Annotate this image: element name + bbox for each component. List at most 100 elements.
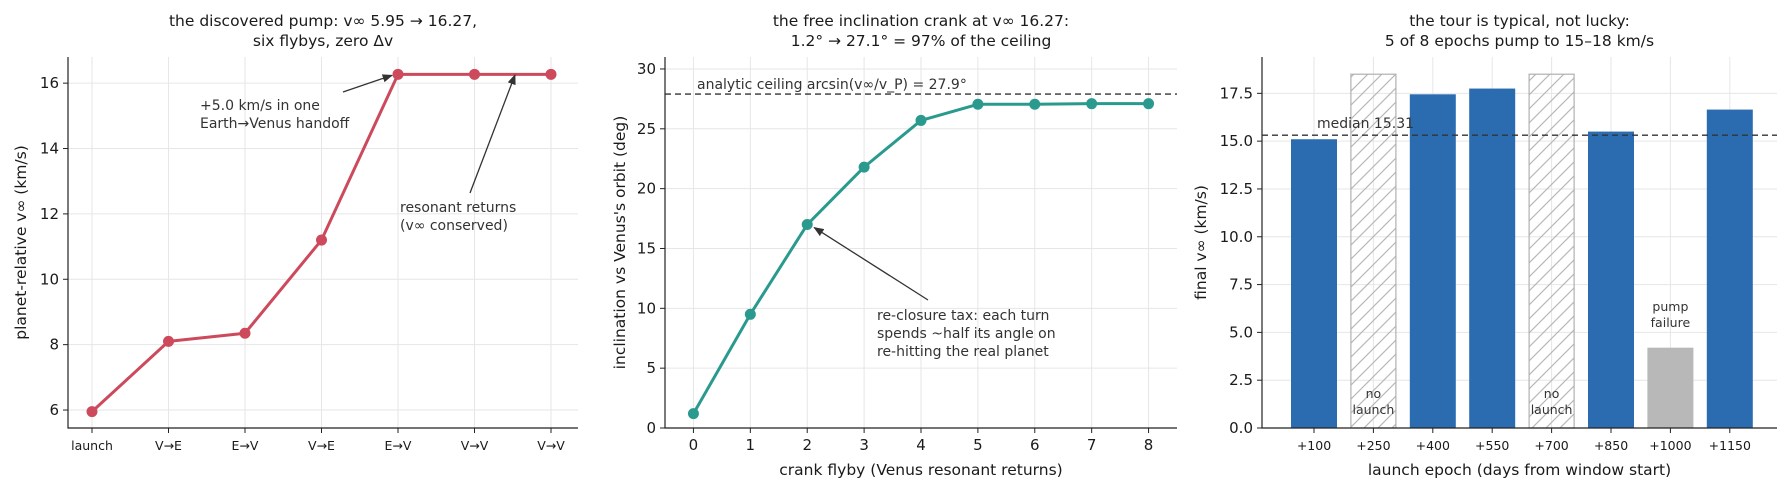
x-tick-label: +700 xyxy=(1534,438,1568,453)
x-tick-label: +400 xyxy=(1416,438,1450,453)
ceiling-label: analytic ceiling arcsin(v∞/v_P) = 27.9° xyxy=(697,77,967,93)
annotation-resonant-line-0: resonant returns xyxy=(400,200,516,216)
chart-title-line-0: the tour is typical, not lucky: xyxy=(1409,12,1630,30)
median-label: median 15.31 xyxy=(1317,116,1414,132)
x-tick-label: 5 xyxy=(973,436,983,454)
data-point xyxy=(239,327,251,339)
chart-title-line-1: 5 of 8 epochs pump to 15–18 km/s xyxy=(1385,32,1654,50)
y-tick-label: 15.0 xyxy=(1220,132,1253,150)
y-tick-label: 12 xyxy=(40,205,59,223)
data-point xyxy=(86,406,98,418)
bar-no-launch xyxy=(1528,73,1575,429)
annotation-reclosure-line-1: spends ~half its angle on xyxy=(877,326,1056,342)
bar-label: failure xyxy=(1651,315,1691,330)
bar xyxy=(1706,109,1753,428)
x-tick-label: +100 xyxy=(1297,438,1331,453)
data-point xyxy=(1086,98,1098,110)
annotation-handoff-line-0: +5.0 km/s in one xyxy=(200,98,320,114)
panel-crank: 0 5 10 15 20 25 30 0 1 2 3 4 5 6 7 8 analytic ceiling ar… xyxy=(611,12,1177,479)
data-point xyxy=(744,308,756,320)
annotation-arrow xyxy=(469,74,516,194)
data-point xyxy=(392,68,404,80)
y-tick-label: 14 xyxy=(40,140,59,158)
data-point xyxy=(469,68,480,80)
y-tick-label: 16 xyxy=(40,74,59,92)
x-tick-label: E→V xyxy=(232,438,259,453)
axes-spines xyxy=(67,57,578,429)
y-tick-label: 8 xyxy=(49,336,59,354)
annotation-handoff-line-1: Earth→Venus handoff xyxy=(200,116,350,132)
y-tick-label: 20 xyxy=(637,180,656,198)
y-axis-label: final v∞ (km/s) xyxy=(1192,185,1210,300)
x-tick-label: 0 xyxy=(689,436,699,454)
annotation-arrow xyxy=(342,74,393,93)
data-point xyxy=(972,98,984,110)
bar xyxy=(1291,139,1337,428)
x-tick-label: launch xyxy=(71,438,113,453)
chart-title-line-1: 1.2° → 27.1° = 97% of the ceiling xyxy=(791,32,1052,50)
y-tick-label: 10 xyxy=(40,270,59,288)
y-tick-label: 0.0 xyxy=(1229,419,1253,437)
y-tick-label: 12.5 xyxy=(1220,180,1253,198)
bar xyxy=(1409,94,1456,429)
x-tick-label: +1000 xyxy=(1649,438,1691,453)
data-point xyxy=(316,234,327,246)
data-point xyxy=(163,335,174,347)
bar-label: launch xyxy=(1353,402,1395,417)
y-tick-label: 5.0 xyxy=(1229,323,1253,341)
x-axis-label: crank flyby (Venus resonant returns) xyxy=(779,461,1062,479)
x-tick-label: 4 xyxy=(916,436,926,454)
y-tick-label: 2.5 xyxy=(1229,371,1253,389)
annotation-reclosure-line-0: re-closure tax: each turn xyxy=(877,308,1049,324)
x-tick-label: V→V xyxy=(461,438,489,453)
x-tick-label: +850 xyxy=(1594,438,1628,453)
y-tick-label: 15 xyxy=(637,239,656,257)
y-tick-label: 30 xyxy=(637,60,656,78)
annotation-resonant-line-1: (v∞ conserved) xyxy=(400,218,508,234)
data-point xyxy=(801,219,813,231)
x-tick-label: +550 xyxy=(1475,438,1509,453)
bar-label: no xyxy=(1544,386,1560,401)
y-tick-label: 5 xyxy=(646,359,656,377)
x-tick-label: +1150 xyxy=(1709,438,1751,453)
axes-spines xyxy=(1261,57,1777,429)
x-tick-label: 1 xyxy=(746,436,756,454)
data-point xyxy=(915,114,927,126)
bar xyxy=(1588,131,1634,429)
x-tick-label: 8 xyxy=(1144,436,1154,454)
y-tick-label: 6 xyxy=(49,401,59,419)
data-point xyxy=(1029,98,1041,110)
x-tick-label: V→E xyxy=(308,438,335,453)
bar-label: pump xyxy=(1652,299,1688,314)
y-tick-label: 10.0 xyxy=(1220,228,1253,246)
y-axis-label: inclination vs Venus's orbit (deg) xyxy=(611,116,629,370)
x-tick-label: +250 xyxy=(1356,438,1390,453)
bar-label: no xyxy=(1366,386,1382,401)
annotation-reclosure-line-2: re-hitting the real planet xyxy=(877,344,1049,360)
x-tick-label: V→E xyxy=(155,438,182,453)
bar-pump-failure xyxy=(1647,347,1694,428)
y-tick-label: 10 xyxy=(637,299,656,317)
y-tick-label: 0 xyxy=(646,419,656,437)
y-tick-label: 25 xyxy=(637,120,656,138)
data-point xyxy=(1143,98,1155,110)
x-tick-label: 7 xyxy=(1087,436,1097,454)
chart-title-line-0: the discovered pump: v∞ 5.95 → 16.27, xyxy=(169,12,477,30)
y-tick-label: 17.5 xyxy=(1220,84,1253,102)
panel-pump: 6 8 10 12 14 16 launch V→E E→V V→E E→V V→V V→V the di… xyxy=(12,12,578,453)
data-point xyxy=(858,161,870,173)
x-tick-label: 6 xyxy=(1030,436,1040,454)
chart-title-line-0: the free inclination crank at v∞ 16.27: xyxy=(773,12,1069,30)
x-tick-label: 2 xyxy=(802,436,812,454)
x-tick-label: V→V xyxy=(537,438,565,453)
chart-title-line-1: six flybys, zero Δv xyxy=(253,32,393,50)
bar-no-launch xyxy=(1350,73,1397,429)
data-point xyxy=(545,68,557,80)
y-axis-label: planet-relative v∞ (km/s) xyxy=(12,145,30,340)
bar xyxy=(1469,88,1516,428)
bar-label: launch xyxy=(1531,402,1573,417)
annotation-arrow xyxy=(813,226,929,301)
y-tick-label: 7.5 xyxy=(1229,276,1253,294)
x-tick-label: E→V xyxy=(385,438,412,453)
